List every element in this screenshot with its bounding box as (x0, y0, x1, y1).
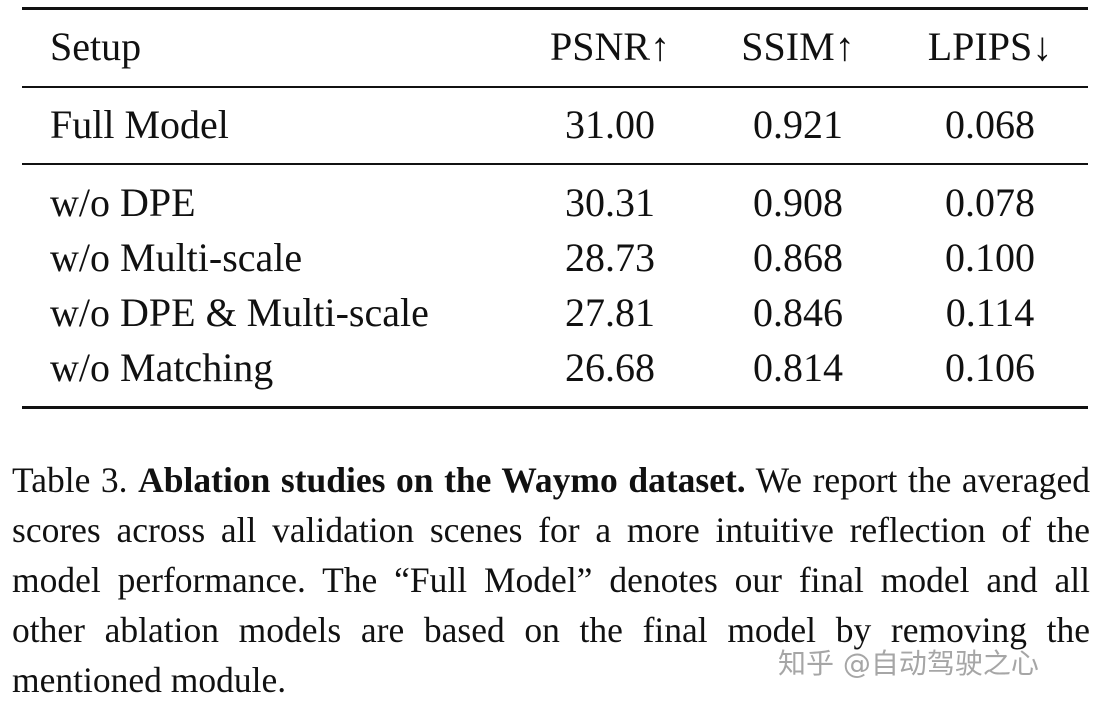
caption-body: We report the averaged scores across all… (12, 460, 1091, 700)
metric-cell: 0.908 (753, 180, 843, 225)
metric-cell: 30.31 (565, 180, 655, 225)
caption-title: Ablation studies on the Waymo dataset. (138, 460, 746, 500)
metric-cell: 0.921 (753, 102, 843, 147)
metric-cell: 0.114 (945, 290, 1035, 335)
metric-cell: 0.078 (945, 180, 1035, 225)
metric-cell: 0.846 (753, 290, 843, 335)
metric-cell: 0.868 (753, 235, 843, 280)
watermark: 知乎 @自动驾驶之心 (778, 647, 1039, 680)
metric-cell: 26.68 (565, 345, 655, 390)
psnr-header: PSNR↑ (549, 24, 671, 69)
setup-cell: w/o DPE & Multi-scale (50, 290, 429, 335)
metric-cell: 28.73 (565, 235, 655, 280)
ssim-header: SSIM↑ (741, 24, 855, 69)
setup-cell: Full Model (50, 102, 229, 147)
metric-cell: 31.00 (565, 102, 655, 147)
metric-cell: 0.106 (945, 345, 1035, 390)
metric-cell: 0.100 (945, 235, 1035, 280)
setup-cell: w/o DPE (50, 180, 196, 225)
mid-rule (22, 163, 1088, 165)
metric-cell: 0.814 (753, 345, 843, 390)
setup-cell: w/o Matching (50, 345, 274, 390)
setup-cell: w/o Multi-scale (50, 235, 303, 280)
top-rule (22, 7, 1088, 10)
metric-cell: 0.068 (945, 102, 1035, 147)
setup-header: Setup (50, 24, 142, 69)
caption: Table 3. Ablation studies on the Waymo d… (12, 455, 1090, 705)
bottom-rule (22, 406, 1088, 409)
metric-cell: 27.81 (565, 290, 655, 335)
caption-label: Table 3. (12, 460, 128, 500)
lpips-header: LPIPS↓ (927, 24, 1053, 69)
header-rule (22, 86, 1088, 88)
